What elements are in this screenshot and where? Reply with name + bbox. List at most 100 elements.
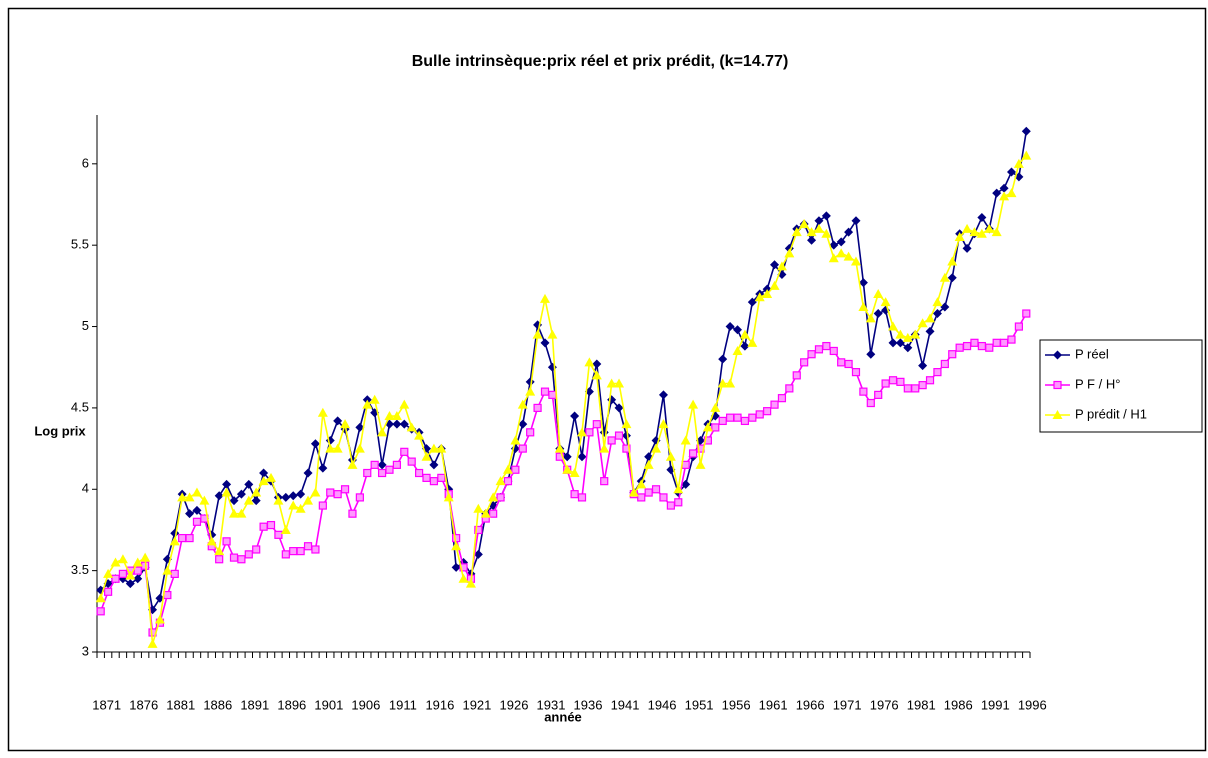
- point: [733, 325, 743, 335]
- point: [880, 297, 891, 307]
- point: [577, 493, 587, 502]
- point: [970, 338, 979, 347]
- point: [651, 443, 662, 453]
- point: [488, 492, 499, 502]
- point: [154, 614, 165, 624]
- point: [644, 488, 653, 497]
- point: [999, 191, 1010, 201]
- point: [585, 428, 594, 437]
- point: [333, 490, 342, 499]
- point: [429, 460, 439, 470]
- point: [962, 243, 972, 253]
- point: [503, 477, 513, 486]
- point: [163, 590, 172, 600]
- point: [384, 411, 395, 421]
- point: [229, 553, 239, 562]
- point: [495, 476, 506, 486]
- point: [902, 332, 913, 342]
- point: [814, 345, 824, 354]
- point: [866, 398, 875, 408]
- point: [859, 387, 868, 396]
- point: [95, 593, 106, 603]
- point: [406, 422, 417, 432]
- point: [236, 489, 246, 499]
- point: [1014, 322, 1023, 331]
- legend-label: P prédit / H1: [1075, 406, 1147, 421]
- point: [1021, 150, 1032, 160]
- x-tick-label: 1981: [907, 697, 936, 712]
- point: [303, 495, 314, 505]
- x-axis-label: année: [544, 709, 582, 724]
- x-tick-label: 1891: [240, 697, 269, 712]
- point: [415, 468, 424, 478]
- x-tick-label: 1966: [796, 697, 825, 712]
- x-tick-label: 1886: [203, 697, 232, 712]
- point: [785, 384, 794, 393]
- point: [162, 565, 173, 575]
- point: [140, 552, 151, 562]
- point: [776, 261, 787, 271]
- point: [214, 546, 225, 556]
- point: [858, 278, 868, 288]
- point: [726, 413, 735, 422]
- point: [400, 447, 409, 456]
- point: [858, 302, 869, 312]
- point: [191, 487, 202, 497]
- point: [518, 444, 527, 453]
- point: [674, 498, 683, 507]
- point: [474, 525, 483, 535]
- point: [289, 547, 298, 556]
- point: [526, 428, 535, 437]
- point: [977, 341, 986, 351]
- point: [658, 390, 668, 400]
- point: [236, 508, 247, 518]
- point: [540, 338, 550, 348]
- point: [829, 346, 838, 356]
- point: [370, 460, 379, 469]
- x-tick-label: 1991: [981, 697, 1010, 712]
- point: [976, 228, 987, 238]
- point: [311, 545, 320, 554]
- point: [281, 492, 291, 502]
- x-tick-label: 1951: [685, 697, 714, 712]
- point: [452, 533, 461, 543]
- legend-marker: [1053, 380, 1062, 390]
- point: [221, 487, 232, 497]
- point: [621, 419, 632, 429]
- point: [554, 443, 565, 453]
- point: [636, 479, 647, 489]
- point: [992, 338, 1001, 347]
- point: [777, 394, 787, 403]
- x-tick-label: 1921: [462, 697, 491, 712]
- point: [962, 223, 973, 233]
- point: [688, 449, 698, 458]
- point: [237, 555, 246, 564]
- point: [710, 402, 721, 412]
- point: [110, 557, 121, 567]
- point: [939, 272, 950, 282]
- point: [918, 381, 927, 390]
- point: [303, 542, 313, 551]
- point: [873, 309, 883, 319]
- point: [206, 536, 217, 546]
- point: [1006, 167, 1016, 177]
- point: [229, 496, 239, 506]
- x-tick-label: 1936: [574, 697, 603, 712]
- point: [999, 183, 1009, 193]
- legend-label: P réel: [1075, 346, 1109, 361]
- point: [866, 349, 876, 359]
- point: [562, 464, 573, 474]
- point: [1022, 309, 1031, 318]
- point: [917, 318, 928, 328]
- point: [252, 545, 261, 554]
- point: [592, 420, 601, 429]
- point: [266, 472, 277, 482]
- point: [459, 563, 468, 572]
- point: [125, 570, 136, 580]
- point: [296, 547, 305, 556]
- point: [643, 459, 654, 469]
- point: [489, 509, 498, 518]
- point: [599, 443, 610, 453]
- point: [896, 377, 905, 386]
- point: [718, 416, 727, 426]
